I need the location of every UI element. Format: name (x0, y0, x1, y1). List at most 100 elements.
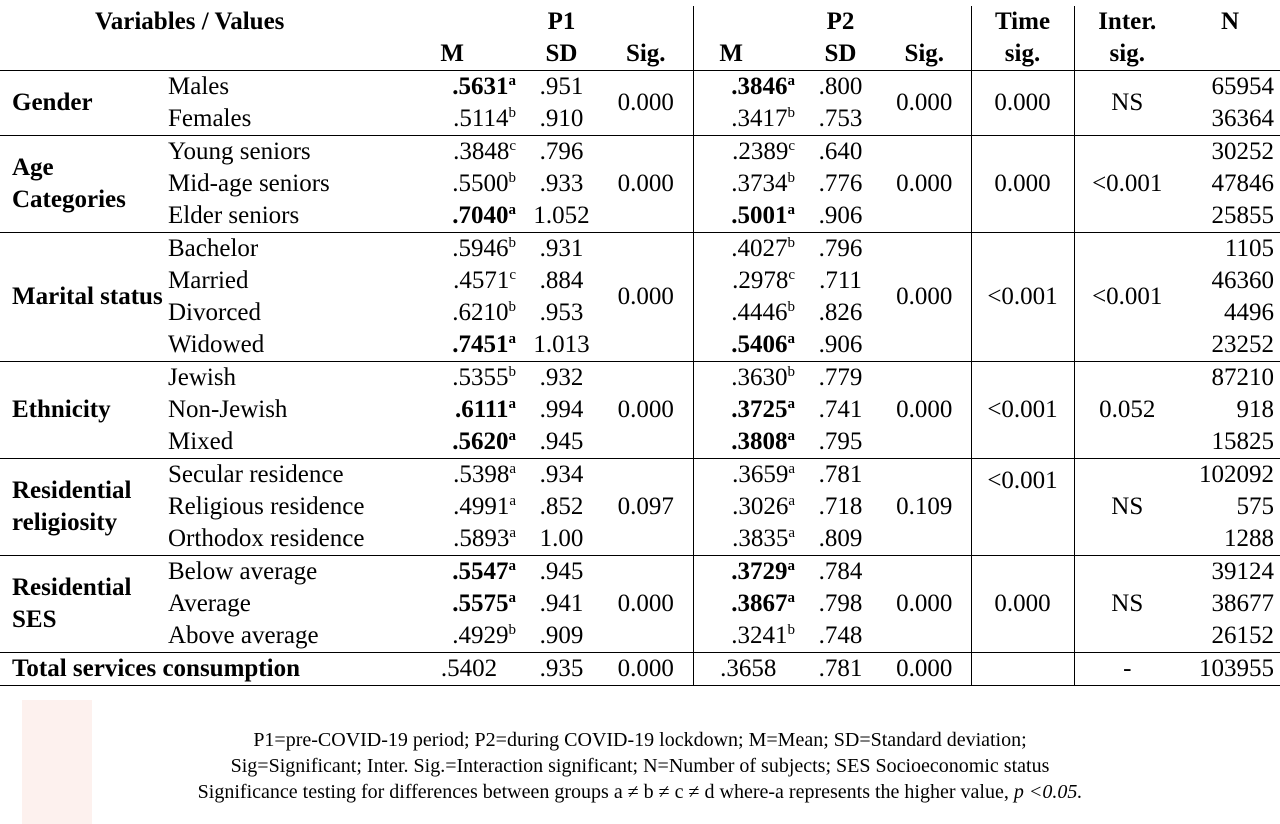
group-letter: a (788, 493, 795, 509)
mean-value: .4991 (453, 493, 510, 520)
group-letter: a (508, 590, 517, 606)
inter-sig-cell: NS (1074, 555, 1180, 653)
mean-value: .3729 (731, 558, 788, 585)
p1-m-header: M (440, 40, 464, 67)
p2-sd-cell: .779 (818, 364, 863, 391)
group-letter: b (787, 299, 796, 315)
p2-sig-cell: 0.000 (878, 70, 972, 136)
p1-sd-cell: .852 (539, 493, 584, 520)
mean-value: .6111 (455, 396, 509, 423)
n-cell: 575 (1236, 493, 1275, 520)
group-letter: a (787, 331, 796, 347)
mean-value: .6210 (452, 299, 509, 326)
p2-sd-cell: .741 (818, 396, 863, 423)
p2-sig-cell: 0.000 (878, 361, 972, 459)
table-row: Married .4571c .884.2978c .711 46360 (0, 265, 1280, 297)
group-letter: a (508, 558, 517, 574)
mean-value: .3808 (731, 428, 788, 455)
p2-sd-cell: .753 (803, 103, 878, 136)
p2-sd-cell: .784 (818, 558, 863, 585)
mean-value: .4929 (452, 622, 509, 649)
time-sig-cell: 0.000 (971, 555, 1075, 653)
p1-mean-cell: .4929b (414, 620, 524, 653)
total-p1-sig: 0.000 (599, 652, 694, 686)
header-row-bottom: M SD Sig. M SD Sig. sig. sig. (0, 38, 1280, 71)
p2-sd-cell: .711 (819, 267, 862, 294)
group-letter: c (788, 267, 795, 283)
p1-sd-cell: .951 (539, 73, 584, 100)
group-letter: a (787, 590, 796, 606)
category-label: Ethnicity (0, 361, 164, 459)
table-row: Religious residence .4991a .852.3026a .718 5… (0, 491, 1280, 523)
p2-mean-cell: .4446b (693, 297, 803, 329)
group-letter: b (508, 622, 517, 638)
p1-sd-cell: .931 (539, 235, 584, 262)
p1-sd-cell: .945 (524, 426, 599, 459)
results-table: Variables / Values P1 P2 Time Inter. N M… (0, 6, 1280, 686)
category-label: Age Categories (0, 135, 164, 233)
group-letter: a (788, 461, 795, 477)
p2-sig-cell: 0.109 (878, 458, 972, 556)
total-row: Total services consumption .5402.935 0.000… (0, 652, 1280, 686)
p2-sig-cell: 0.000 (878, 135, 972, 233)
time-sig-cell: <0.001 (971, 361, 1075, 459)
n-cell: 25855 (1180, 200, 1280, 233)
table-row: Orthodox residence .5893a 1.00.3835a .809 12… (0, 523, 1280, 556)
table-row: Elder seniors .7040a 1.052.5001a .906 25855 (0, 200, 1280, 233)
p2-mean-cell: .2389c (693, 136, 803, 169)
group-letter: b (787, 105, 796, 121)
p2-sd-cell: .809 (803, 523, 878, 556)
value-label: Widowed (164, 329, 414, 362)
p2-mean-cell: .3630b (693, 362, 803, 395)
group-letter: a (508, 202, 517, 218)
inter-sig-cell: NS (1074, 458, 1180, 556)
mean-value: .5547 (452, 558, 509, 585)
p1-mean-cell: .5631a (414, 71, 524, 104)
p2-header: P2 (826, 8, 855, 35)
mean-value: .5575 (452, 590, 509, 617)
group-letter: a (509, 525, 516, 541)
p1-header: P1 (547, 8, 576, 35)
group-letter: a (508, 73, 517, 89)
mean-value: .2978 (732, 267, 789, 294)
group-letter: a (508, 428, 517, 444)
value-label: Elder seniors (164, 200, 414, 233)
p2-sd-cell: .718 (818, 493, 863, 520)
n-cell: 47846 (1211, 170, 1275, 197)
mean-value: .3848 (453, 138, 510, 165)
table-row: Divorced .6210b .953.4446b .826 4496 (0, 297, 1280, 329)
mean-value: .3241 (731, 622, 788, 649)
p2-sd-cell: .826 (818, 299, 863, 326)
time-sig-cell: <0.001 (971, 232, 1075, 362)
category-label: Gender (0, 70, 164, 136)
time-header: Time (971, 6, 1075, 38)
note-p-value: p <0.05. (1013, 781, 1083, 803)
total-p2-sd: .781 (803, 652, 878, 686)
p2-sig-header: Sig. (878, 38, 972, 71)
group-letter: c (509, 267, 516, 283)
value-label: Average (168, 590, 251, 617)
p1-sd-cell: 1.013 (524, 329, 599, 362)
scan-smudge (22, 700, 92, 824)
mean-value: .3725 (731, 396, 788, 423)
time-sig-cell: <0.001 (971, 458, 1075, 556)
value-label: Males (168, 73, 230, 100)
mean-value: .3630 (731, 364, 788, 391)
value-label: Below average (168, 558, 318, 585)
p2-mean-cell: .3734b (693, 168, 803, 200)
n-cell: 26152 (1180, 620, 1280, 653)
group-letter: a (787, 396, 796, 412)
group-letter: a (788, 525, 795, 541)
group-letter: a (787, 428, 796, 444)
p1-sig-header: Sig. (599, 38, 694, 71)
value-label: Divorced (168, 299, 262, 326)
p2-sd-cell: .796 (818, 235, 863, 262)
time-sig-header: sig. (971, 38, 1075, 71)
mean-value: .5398 (453, 461, 510, 488)
p1-mean-cell: .7040a (414, 200, 524, 233)
n-cell: 918 (1236, 396, 1275, 423)
mean-value: .5500 (452, 170, 509, 197)
mean-value: .4446 (731, 299, 788, 326)
note-line-3: Significance testing for differences bet… (0, 779, 1280, 805)
